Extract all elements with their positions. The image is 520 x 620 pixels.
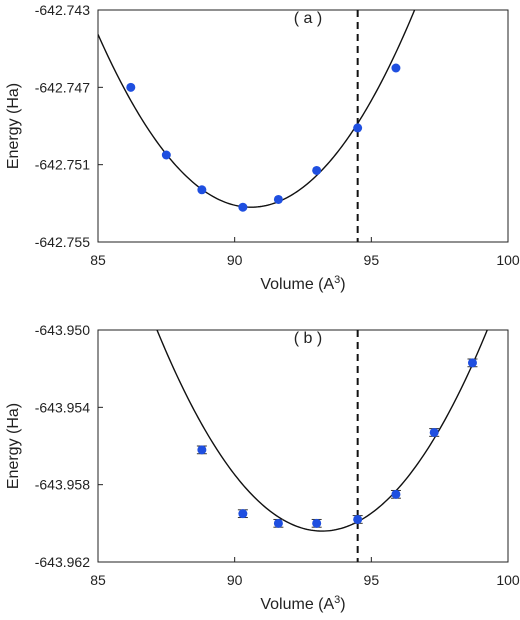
y-tick-label: -642.755 bbox=[35, 234, 90, 250]
x-tick-label: 95 bbox=[364, 572, 380, 588]
x-tick-label: 100 bbox=[496, 252, 520, 268]
plot-frame-b bbox=[97, 329, 509, 563]
y-tick-label: -643.954 bbox=[35, 399, 90, 415]
fit-curve-a bbox=[98, 10, 416, 208]
points-b bbox=[196, 358, 478, 528]
y-tick-label: -642.743 bbox=[35, 2, 90, 18]
data-point bbox=[273, 518, 283, 528]
data-point bbox=[197, 445, 207, 455]
data-point bbox=[238, 509, 248, 519]
data-point bbox=[353, 123, 363, 133]
x-axis-title-a-sup: 3 bbox=[334, 274, 340, 286]
data-point bbox=[312, 518, 322, 528]
y-tick-label: -642.751 bbox=[35, 157, 90, 173]
x-ticks-b: 85 90 95 100 bbox=[90, 557, 520, 588]
y-axis-title-a: Energy (Ha) bbox=[5, 83, 22, 169]
data-point bbox=[353, 514, 363, 524]
panel-a: -642.743 -642.747 -642.751 -642.755 85 90 95 1… bbox=[5, 2, 520, 293]
points-a bbox=[126, 63, 401, 212]
x-ticks-a: 85 90 95 100 bbox=[90, 237, 520, 268]
data-point bbox=[238, 202, 248, 212]
x-axis-title-b-sup: 3 bbox=[334, 594, 340, 606]
plot-frame-a bbox=[97, 9, 509, 243]
y-tick-label: -643.958 bbox=[35, 477, 90, 493]
y-tick-label: -643.950 bbox=[35, 322, 90, 338]
x-axis-title-b-suffix: ) bbox=[340, 596, 345, 613]
x-tick-label: 95 bbox=[364, 252, 380, 268]
x-tick-label: 100 bbox=[496, 572, 520, 588]
data-point bbox=[197, 185, 207, 195]
data-point bbox=[126, 82, 136, 92]
x-tick-label: 90 bbox=[227, 572, 243, 588]
x-axis-title-b-main: Volume (A bbox=[260, 596, 334, 613]
panel-label-a: ( a ) bbox=[294, 10, 322, 27]
y-ticks-b: -643.950 -643.954 -643.958 -643.962 bbox=[35, 322, 103, 570]
data-point bbox=[161, 150, 171, 160]
x-axis-title-a-main: Volume (A bbox=[260, 276, 334, 293]
x-tick-label: 85 bbox=[90, 252, 106, 268]
data-point bbox=[467, 358, 477, 368]
y-tick-label: -643.962 bbox=[35, 554, 90, 570]
fit-curve-b bbox=[156, 330, 489, 532]
x-axis-title-a-suffix: ) bbox=[340, 276, 345, 293]
y-ticks-a: -642.743 -642.747 -642.751 -642.755 bbox=[35, 2, 103, 250]
data-point bbox=[391, 489, 401, 499]
x-axis-title-b: Volume (A3) bbox=[260, 594, 345, 613]
x-tick-label: 90 bbox=[227, 252, 243, 268]
data-point bbox=[273, 194, 283, 204]
panel-label-b: ( b ) bbox=[294, 330, 322, 347]
data-point bbox=[391, 63, 401, 73]
data-point bbox=[312, 165, 322, 175]
x-tick-label: 85 bbox=[90, 572, 106, 588]
panel-b: -643.950 -643.954 -643.958 -643.962 85 90 95 1… bbox=[5, 322, 520, 613]
x-axis-title-a: Volume (A3) bbox=[260, 274, 345, 293]
y-tick-label: -642.747 bbox=[35, 79, 90, 95]
data-point bbox=[429, 427, 439, 437]
y-axis-title-b: Energy (Ha) bbox=[5, 403, 22, 489]
